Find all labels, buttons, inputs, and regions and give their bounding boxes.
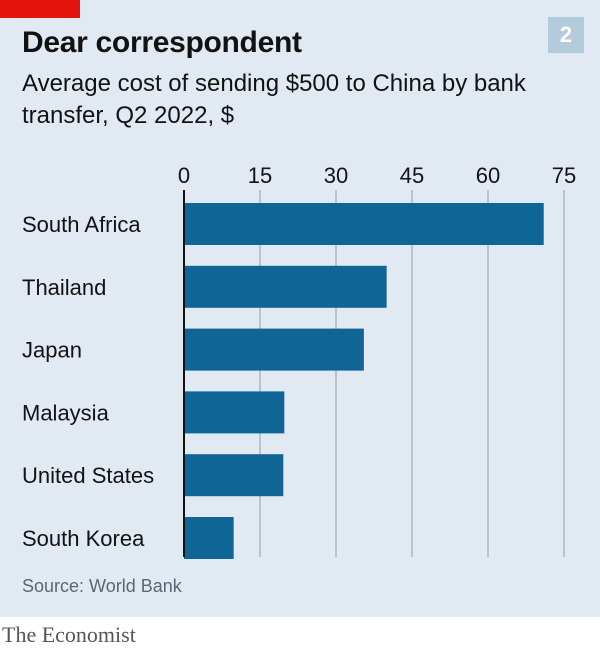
- x-tick-label: 0: [178, 163, 190, 188]
- chart-title: Dear correspondent: [22, 26, 302, 59]
- bar: [184, 265, 387, 308]
- bar: [184, 391, 285, 434]
- category-label: South Korea: [22, 526, 145, 551]
- x-tick-label: 30: [324, 163, 348, 188]
- x-tick-label: 45: [400, 163, 424, 188]
- bar: [184, 203, 544, 245]
- x-tick-label: 75: [552, 163, 576, 188]
- category-label: South Africa: [22, 212, 141, 237]
- brand-wordmark: The Economist: [2, 622, 136, 647]
- chart-subtitle: Average cost of sending $500 to China by…: [22, 70, 526, 129]
- category-label: United States: [22, 463, 154, 488]
- source-note: Source: World Bank: [22, 576, 182, 596]
- brand-red-tag: [0, 0, 80, 18]
- bar: [184, 328, 364, 371]
- category-label: Malaysia: [22, 400, 110, 425]
- bar-chart: 0 15 30 45 60 75 South Africa Thailand Japan Mala…: [22, 163, 576, 559]
- bar: [184, 517, 234, 559]
- x-tick-label: 60: [476, 163, 500, 188]
- category-label: Thailand: [22, 275, 106, 300]
- category-label: Japan: [22, 338, 82, 363]
- chart-panel: [0, 0, 600, 617]
- chart-number-badge: 2: [548, 17, 584, 53]
- bar: [184, 454, 284, 497]
- x-tick-label: 15: [248, 163, 272, 188]
